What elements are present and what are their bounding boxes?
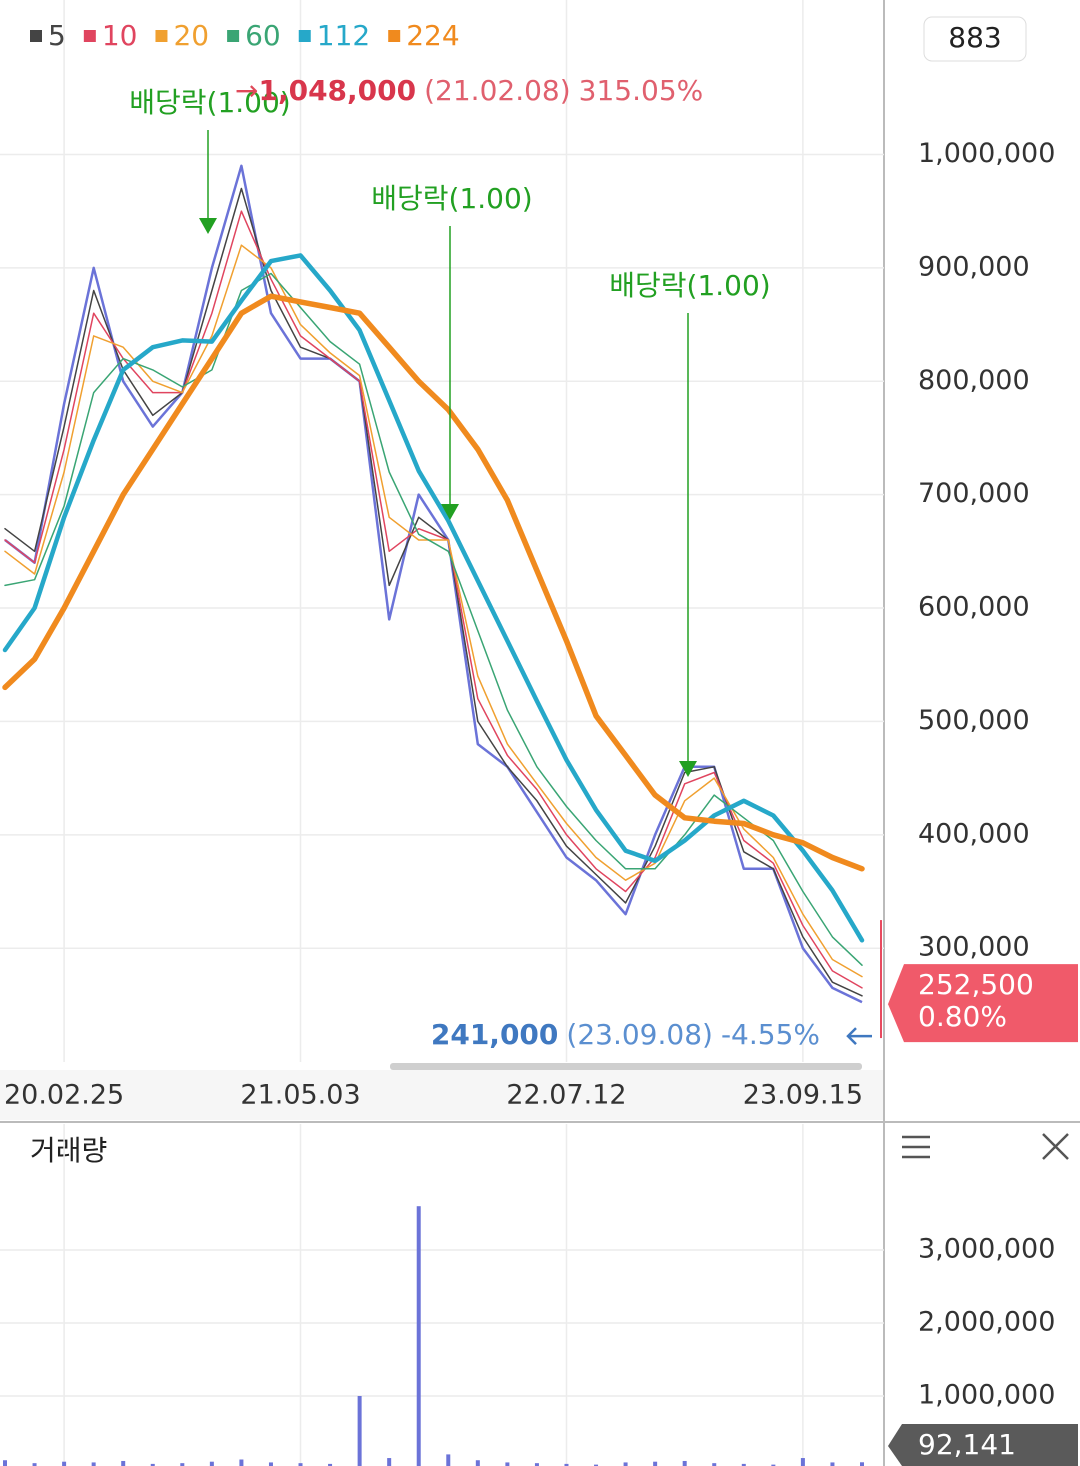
volume-bar bbox=[594, 1464, 599, 1466]
volume-bar bbox=[416, 1206, 421, 1466]
y-tick-label: 700,000 bbox=[918, 478, 1030, 509]
y-tick-label: 400,000 bbox=[918, 818, 1030, 849]
volume-bar bbox=[3, 1460, 7, 1466]
y-tick-label: 800,000 bbox=[918, 365, 1030, 396]
current-price-tag bbox=[888, 964, 1078, 1043]
legend-label: 10 bbox=[102, 19, 138, 52]
y-tick-label: 1,000,000 bbox=[918, 1380, 1055, 1411]
moving-average-line bbox=[2, 293, 865, 872]
low-part: (23.09.08) bbox=[566, 1018, 713, 1051]
dividend-arrow bbox=[199, 218, 217, 234]
volume-bar bbox=[830, 1462, 835, 1466]
high-part: (21.02.08) bbox=[424, 74, 571, 107]
volume-bar bbox=[505, 1462, 510, 1466]
current-price: 252,500 bbox=[918, 968, 1034, 1001]
low-arrow bbox=[846, 1027, 872, 1045]
current-change: 0.80% bbox=[918, 1000, 1007, 1033]
low-part: 241,000 bbox=[431, 1018, 559, 1051]
volume-bar bbox=[121, 1460, 126, 1466]
volume-bar bbox=[682, 1460, 687, 1466]
volume-bar bbox=[180, 1463, 185, 1466]
volume-bar bbox=[268, 1462, 273, 1466]
y-tick-label: 1,000,000 bbox=[918, 138, 1055, 169]
current-volume-tag bbox=[888, 1424, 1078, 1466]
dividend-arrow bbox=[441, 504, 459, 520]
low-part: -4.55% bbox=[721, 1018, 820, 1051]
moving-average-line bbox=[4, 272, 863, 966]
volume-bar bbox=[741, 1463, 746, 1466]
x-axis-strip bbox=[0, 1070, 884, 1120]
volume-bar bbox=[150, 1463, 155, 1466]
volume-bar bbox=[357, 1396, 362, 1466]
y-tick-label: 300,000 bbox=[918, 932, 1030, 963]
volume-bar bbox=[623, 1462, 628, 1466]
high-part: 315.05% bbox=[579, 74, 704, 107]
y-tick-label: 3,000,000 bbox=[918, 1234, 1055, 1265]
indicator-value: 883 bbox=[948, 21, 1001, 54]
volume-bar bbox=[387, 1458, 392, 1466]
legend-swatch bbox=[227, 30, 240, 42]
legend-swatch bbox=[388, 30, 401, 42]
high-annotation: →1,048,000 (21.02.08) 315.05% bbox=[235, 74, 703, 107]
volume-bar bbox=[712, 1463, 717, 1466]
current-volume: 92,141 bbox=[918, 1428, 1016, 1461]
high-part: → bbox=[235, 74, 258, 107]
volume-bar bbox=[564, 1463, 569, 1466]
legend-label: 224 bbox=[406, 19, 459, 52]
low-annotation: 241,000 (23.09.08) -4.55% bbox=[431, 1018, 820, 1051]
legend-label: 112 bbox=[317, 19, 370, 52]
legend-label: 60 bbox=[245, 19, 281, 52]
dividend-label: 배당락(1.00) bbox=[371, 182, 532, 215]
volume-bar bbox=[239, 1459, 244, 1466]
close-icon[interactable] bbox=[1042, 1133, 1069, 1160]
volume-bar bbox=[328, 1463, 333, 1466]
volume-bar bbox=[653, 1461, 658, 1466]
high-part: 1,048,000 bbox=[258, 74, 416, 107]
volume-bar bbox=[771, 1464, 776, 1466]
dividend-label: 배당락(1.00) bbox=[129, 86, 290, 119]
volume-title: 거래량 bbox=[30, 1134, 107, 1167]
volume-bar bbox=[62, 1461, 67, 1466]
legend-swatch bbox=[83, 30, 96, 42]
legend-swatch bbox=[155, 30, 168, 42]
moving-average-line bbox=[2, 253, 865, 943]
legend-swatch bbox=[298, 30, 311, 42]
volume-bar bbox=[475, 1460, 480, 1466]
volume-bar bbox=[209, 1461, 214, 1466]
moving-average-line bbox=[4, 244, 863, 978]
y-tick-label: 600,000 bbox=[918, 592, 1030, 623]
x-tick-label: 23.09.15 bbox=[743, 1080, 863, 1111]
legend-swatch bbox=[30, 30, 42, 42]
menu-icon[interactable] bbox=[902, 1135, 930, 1159]
x-tick-label: 22.07.12 bbox=[506, 1080, 626, 1111]
legend-label: 5 bbox=[48, 19, 66, 52]
moving-average-line bbox=[4, 210, 863, 989]
volume-bar bbox=[446, 1454, 451, 1466]
y-tick-label: 500,000 bbox=[918, 705, 1030, 736]
volume-bar bbox=[534, 1463, 539, 1466]
y-tick-label: 900,000 bbox=[918, 251, 1030, 282]
volume-bar bbox=[860, 1462, 864, 1466]
volume-bar bbox=[91, 1462, 96, 1466]
x-tick-label: 20.02.25 bbox=[4, 1080, 124, 1111]
scrollbar[interactable] bbox=[390, 1063, 862, 1070]
dividend-label: 배당락(1.00) bbox=[609, 269, 770, 302]
dividend-arrow bbox=[679, 761, 697, 777]
moving-average-line bbox=[4, 187, 863, 997]
indicator-box[interactable] bbox=[923, 16, 1027, 62]
legend-label: 20 bbox=[173, 19, 209, 52]
volume-bar bbox=[32, 1463, 37, 1466]
x-tick-label: 21.05.03 bbox=[240, 1080, 360, 1111]
volume-bar bbox=[298, 1463, 303, 1466]
y-tick-label: 2,000,000 bbox=[918, 1307, 1055, 1338]
volume-bar bbox=[800, 1458, 805, 1466]
